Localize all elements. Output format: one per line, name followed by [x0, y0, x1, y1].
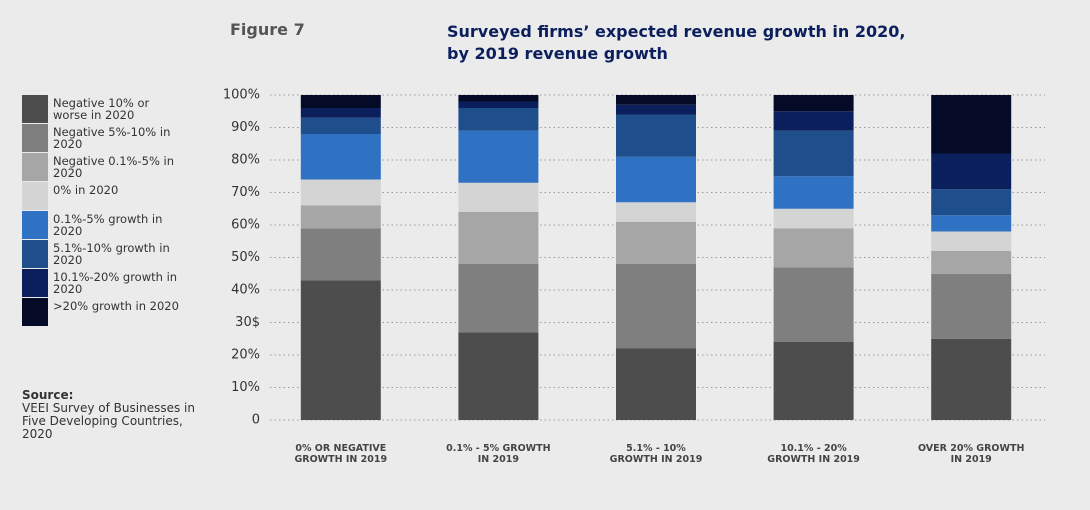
- y-tick-label: 100%: [223, 88, 260, 103]
- bar-segment: [931, 215, 1012, 232]
- legend-swatch: [22, 153, 48, 181]
- legend-label: 0% in 2020: [53, 183, 119, 197]
- x-tick-label: OVER 20% GROWTH IN 2019: [917, 443, 1025, 465]
- y-tick-label: 90%: [231, 120, 260, 135]
- legend-swatch: [22, 124, 48, 152]
- bar-segment: [616, 95, 696, 105]
- bar-segment: [458, 332, 539, 420]
- bar-segment: [458, 101, 539, 108]
- bar-segment: [616, 264, 696, 349]
- bar-segment: [773, 130, 854, 177]
- source-label: Source:: [22, 388, 74, 402]
- bar-segment: [300, 205, 381, 229]
- legend-swatch: [22, 182, 48, 210]
- bar-segment: [931, 338, 1012, 420]
- x-tick-label: 10.1% - 20% GROWTH IN 2019: [767, 443, 860, 465]
- bar-segment: [616, 348, 696, 420]
- bar-segment: [773, 267, 854, 342]
- bar-segment: [458, 264, 539, 333]
- y-tick-label: 60%: [231, 218, 260, 233]
- bar-segment: [773, 111, 854, 131]
- bar-segment: [616, 156, 696, 203]
- bar-segment: [300, 134, 381, 180]
- legend-label: 10.1%-20% growth in 2020: [53, 270, 178, 296]
- bar-segment: [300, 95, 381, 108]
- legend-label: Negative 0.1%-5% in 2020: [53, 154, 175, 180]
- bar-segment: [616, 221, 696, 264]
- legend-label: Negative 10% or worse in 2020: [53, 96, 150, 122]
- figure-label: Figure 7: [230, 20, 305, 39]
- bar-segment: [458, 212, 539, 264]
- y-tick-label: 80%: [231, 153, 260, 168]
- bar-segment: [773, 95, 854, 112]
- x-tick-label: 5.1% - 10% GROWTH IN 2019: [609, 443, 703, 465]
- x-tick-label: 0.1% - 5% GROWTH IN 2019: [446, 443, 551, 465]
- bar-segment: [931, 231, 1012, 251]
- legend-swatch: [22, 95, 48, 123]
- bar-segment: [458, 95, 539, 102]
- legend-swatch: [22, 298, 48, 326]
- bar-segment: [458, 108, 539, 131]
- y-tick-label: 70%: [231, 185, 260, 200]
- bar-segment: [300, 108, 381, 118]
- bar-segment: [773, 342, 854, 420]
- source: VEEI Survey of Businesses in Five Develo…: [22, 401, 195, 441]
- y-tick-label: 20%: [231, 348, 260, 363]
- legend-label: 0.1%-5% growth in 2020: [53, 212, 163, 238]
- legend-label: >20% growth in 2020: [53, 299, 179, 313]
- chart-subtitle: by 2019 revenue growth: [447, 44, 668, 63]
- bar-segment: [773, 176, 854, 209]
- bar-segment: [300, 280, 381, 420]
- y-tick-label: 40%: [231, 283, 260, 298]
- legend-label: Negative 5%-10% in 2020: [53, 125, 171, 151]
- legend-swatch: [22, 240, 48, 268]
- bar-segment: [931, 189, 1012, 216]
- bar-segment: [773, 208, 854, 229]
- legend-label: 5.1%-10% growth in 2020: [53, 241, 170, 267]
- y-tick-label: 30$: [235, 315, 260, 330]
- x-tick-label: 0% OR NEGATIVE GROWTH IN 2019: [294, 443, 388, 465]
- y-tick-label: 10%: [231, 380, 260, 395]
- legend-swatch: [22, 269, 48, 297]
- bar-segment: [458, 130, 539, 183]
- bar-segment: [458, 182, 539, 212]
- bar-segment: [616, 202, 696, 222]
- y-tick-label: 0: [252, 413, 260, 428]
- bar-segment: [931, 153, 1012, 190]
- bar-segment: [931, 251, 1012, 274]
- bar-segment: [616, 104, 696, 115]
- legend-swatch: [22, 211, 48, 239]
- bar-segment: [616, 114, 696, 157]
- bar-segment: [931, 273, 1012, 339]
- bar-segment: [300, 179, 381, 206]
- bar-segment: [300, 228, 381, 281]
- bar-segment: [773, 228, 854, 268]
- bar-segment: [931, 95, 1012, 154]
- bar-segment: [300, 117, 381, 134]
- y-tick-label: 50%: [231, 250, 260, 265]
- chart-title: Surveyed firms’ expected revenue growth …: [447, 22, 906, 41]
